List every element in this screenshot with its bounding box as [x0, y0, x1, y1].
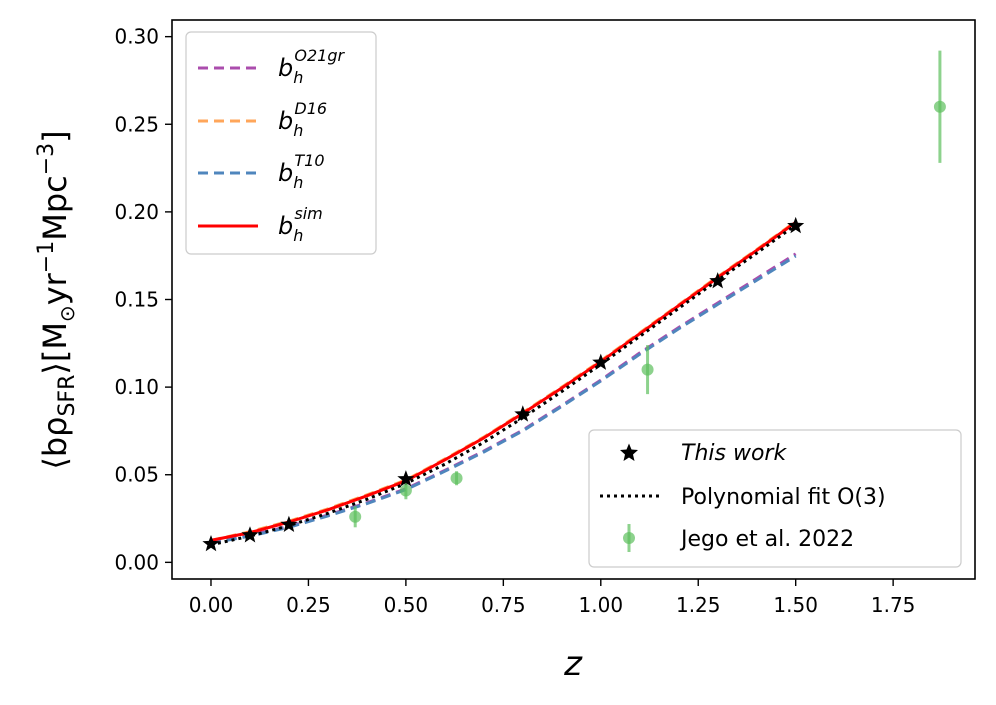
x-tick-label: 1.50: [773, 593, 818, 617]
x-tick-label: 0.75: [481, 593, 526, 617]
svg-text:⟨bρSFR⟩[M⊙yr−1Mpc−3]: ⟨bρSFR⟩[M⊙yr−1Mpc−3]: [34, 130, 80, 469]
series-line-t10: [210, 254, 797, 545]
ylabel-subscript: SFR: [55, 375, 80, 417]
y-tick-label: 0.15: [114, 288, 159, 312]
this-work-star: [514, 405, 532, 422]
jego-point: [933, 100, 946, 113]
this-work-star: [592, 353, 610, 370]
legend-label-o21gr: bhO21gr: [278, 46, 345, 87]
x-tick-label: 0.50: [384, 593, 429, 617]
y-axis-ticks: 0.00 0.05 0.10 0.15 0.20 0.25 0.30: [114, 25, 172, 574]
x-tick-label: 1.00: [579, 593, 624, 617]
legend-label-this-work: This work: [681, 441, 787, 466]
jego-point: [349, 510, 362, 523]
series-layer: [210, 220, 797, 547]
jego-point: [399, 484, 412, 497]
y-tick-label: 0.00: [114, 550, 159, 574]
this-work-star: [280, 515, 298, 532]
series-line-sim: [210, 221, 797, 542]
this-work-star: [241, 526, 259, 543]
y-tick-label: 0.10: [114, 375, 159, 399]
this-work-star: [709, 272, 727, 289]
legend-label-d16: bhD16: [278, 99, 327, 140]
legend-label-poly-fit: Polynomial fit O(3): [681, 485, 886, 510]
ylabel-yr: yr: [36, 272, 74, 305]
ylabel-prefix: ⟨bρ: [36, 417, 74, 470]
this-work-star: [397, 470, 415, 487]
y-axis-label: ⟨bρSFR⟩[M⊙yr−1Mpc−3]: [34, 130, 80, 469]
poly-fit-line: [210, 223, 797, 547]
legend-swatch-this-work: [620, 443, 638, 461]
y-tick-label: 0.30: [114, 25, 159, 49]
ylabel-mpc: Mpc: [36, 175, 74, 241]
ylabel-exp2: −3: [34, 143, 59, 175]
legend-data: This work Polynomial fit O(3) Jego et al…: [588, 429, 962, 568]
jego-point: [450, 472, 463, 485]
x-tick-label: 0.00: [189, 593, 234, 617]
legend-swatch-jego-marker: [623, 532, 635, 544]
y-tick-label: 0.25: [114, 112, 159, 136]
x-tick-label: 1.75: [871, 593, 916, 617]
legend-data-box: [588, 429, 962, 568]
ylabel-close: ]: [36, 130, 74, 142]
x-tick-label: 0.25: [286, 593, 331, 617]
legend-label-t10: bhT10: [278, 151, 325, 192]
markers-layer: [202, 50, 946, 552]
legend-models-box: [185, 31, 377, 255]
y-tick-label: 0.05: [114, 463, 159, 487]
legend-models: bhO21gr bhD16 bhT10 bhsim: [185, 31, 377, 255]
x-axis-ticks: 0.00 0.25 0.50 0.75 1.00 1.25 1.50 1.75: [189, 579, 916, 617]
ylabel-middle: ⟩[M: [36, 322, 74, 375]
x-tick-label: 1.25: [676, 593, 721, 617]
legend-label-jego: Jego et al. 2022: [679, 527, 854, 552]
this-work-star: [202, 535, 220, 552]
jego-point: [641, 363, 654, 376]
y-tick-label: 0.20: [114, 200, 159, 224]
x-axis-label: z: [563, 644, 583, 684]
this-work-star: [787, 216, 805, 234]
ylabel-exp1: −1: [34, 241, 59, 273]
legend-label-sim: bhsim: [278, 204, 323, 245]
ylabel-sun: ⊙: [55, 305, 79, 322]
